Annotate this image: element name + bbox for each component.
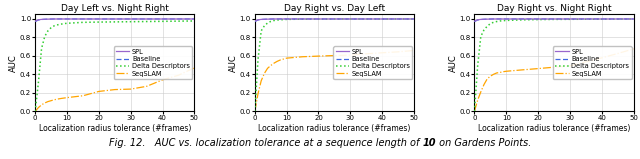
Y-axis label: AUC: AUC	[229, 54, 238, 72]
Y-axis label: AUC: AUC	[10, 54, 19, 72]
Text: on Gardens Points.: on Gardens Points.	[436, 138, 531, 148]
Title: Day Right vs. Day Left: Day Right vs. Day Left	[284, 4, 385, 13]
Legend: SPL, Baseline, Delta Descriptors, SeqSLAM: SPL, Baseline, Delta Descriptors, SeqSLA…	[114, 46, 193, 79]
Y-axis label: AUC: AUC	[449, 54, 458, 72]
Text: Fig. 12.   AUC vs. localization tolerance at a sequence length of: Fig. 12. AUC vs. localization tolerance …	[109, 138, 422, 148]
X-axis label: Localization radius tolerance (#frames): Localization radius tolerance (#frames)	[258, 124, 411, 133]
X-axis label: Localization radius tolerance (#frames): Localization radius tolerance (#frames)	[38, 124, 191, 133]
X-axis label: Localization radius tolerance (#frames): Localization radius tolerance (#frames)	[478, 124, 630, 133]
Title: Day Left vs. Night Right: Day Left vs. Night Right	[61, 4, 169, 13]
Legend: SPL, Baseline, Delta Descriptors, SeqSLAM: SPL, Baseline, Delta Descriptors, SeqSLA…	[333, 46, 412, 79]
Text: 10: 10	[422, 138, 436, 148]
Title: Day Right vs. Night Right: Day Right vs. Night Right	[497, 4, 611, 13]
Legend: SPL, Baseline, Delta Descriptors, SeqSLAM: SPL, Baseline, Delta Descriptors, SeqSLA…	[553, 46, 632, 79]
